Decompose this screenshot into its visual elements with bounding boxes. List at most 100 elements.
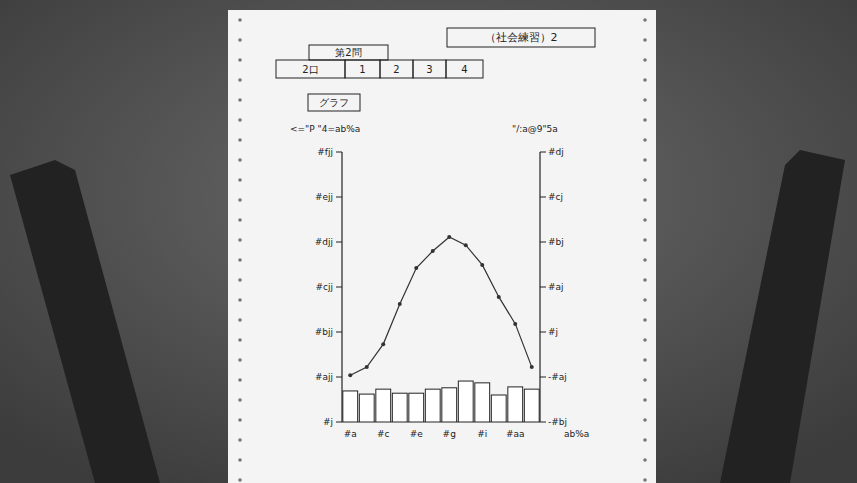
sprocket-hole [238, 198, 242, 202]
header-text: 3 [426, 64, 432, 75]
header-text: 4 [461, 64, 467, 75]
sprocket-hole [643, 78, 647, 82]
sprocket-hole [643, 458, 647, 462]
sprocket-hole [643, 358, 647, 362]
y2-tick [540, 287, 546, 288]
bar [508, 387, 523, 422]
sprocket-hole [643, 278, 647, 282]
y2-tick-label: -#bj [548, 417, 567, 427]
header-box [345, 60, 380, 78]
sprocket-hole [643, 138, 647, 142]
y-tick [336, 332, 342, 333]
y-tick-label: #cjj [316, 282, 334, 292]
page: （社会練習）2第2問2口1234グラフ#j#ajj#bjj#cjj#djj#ej… [0, 0, 857, 483]
y2-tick [540, 152, 546, 153]
y-tick [336, 422, 342, 423]
header-text: 1 [359, 64, 365, 75]
y-axis-title: <="P "4=ab%a [290, 124, 360, 134]
marker [464, 243, 468, 247]
y-tick-label: #djj [315, 237, 333, 247]
sprocket-hole [643, 338, 647, 342]
marker [497, 295, 501, 299]
marker [348, 373, 352, 377]
sprocket-hole [238, 418, 242, 422]
bar [442, 388, 457, 422]
x-tick-label: #e [410, 429, 424, 439]
plot-data [343, 235, 539, 422]
sprocket-hole [238, 278, 242, 282]
x-axis-title: ab%a [564, 429, 589, 439]
sprocket-hole [643, 38, 647, 42]
x-tick-label: #aa [506, 429, 525, 439]
bar [343, 391, 358, 422]
sprocket-hole [643, 218, 647, 222]
sprocket-hole [643, 118, 647, 122]
sprocket-hole [643, 298, 647, 302]
sprocket-hole [238, 18, 242, 22]
header-box [446, 60, 483, 78]
bar [475, 383, 490, 422]
sprocket-hole [238, 238, 242, 242]
stand-left [10, 160, 160, 483]
y-tick-label: #ejj [315, 192, 333, 202]
y2-tick [540, 377, 546, 378]
marker [530, 365, 534, 369]
stand-right [720, 150, 845, 483]
sprocket-hole [238, 478, 242, 482]
bar [524, 389, 539, 422]
sprocket-hole [238, 318, 242, 322]
sprocket-hole [643, 158, 647, 162]
bar [458, 381, 473, 422]
sprocket-hole [643, 438, 647, 442]
x-tick-label: #g [443, 429, 456, 439]
sprocket-hole [238, 118, 242, 122]
y2-tick-label: #cj [548, 192, 563, 202]
bar [359, 394, 374, 422]
marker [414, 266, 418, 270]
x-tick-label: #c [377, 429, 390, 439]
sprocket-hole [238, 438, 242, 442]
y2-tick-label: #bj [548, 237, 564, 247]
marker [513, 322, 517, 326]
y2-axis-title: "/:a@9"5a [512, 124, 558, 134]
bar [376, 389, 391, 422]
sprocket-hole [643, 58, 647, 62]
y-tick [336, 242, 342, 243]
bar [425, 389, 440, 422]
sprocket-hole [238, 398, 242, 402]
y-tick-label: #fjj [317, 147, 333, 157]
marker [398, 302, 402, 306]
header-box [413, 60, 446, 78]
y-tick [336, 287, 342, 288]
y-tick-label: #bjj [315, 327, 333, 337]
sprocket-hole [643, 258, 647, 262]
y2-tick [540, 242, 546, 243]
bar [409, 393, 424, 422]
marker [447, 235, 451, 239]
header-text: グラフ [319, 97, 349, 108]
sprocket-hole [238, 138, 242, 142]
sprocket-hole [238, 358, 242, 362]
y2-tick-label: #aj [548, 282, 564, 292]
sprocket-hole [643, 398, 647, 402]
y-tick-label: #j [323, 417, 333, 427]
y2-tick [540, 332, 546, 333]
marker [365, 365, 369, 369]
y-tick-label: #ajj [315, 372, 333, 382]
header-box [380, 60, 413, 78]
y-tick [336, 197, 342, 198]
y2-tick-label: #j [548, 327, 558, 337]
sprocket-hole [643, 238, 647, 242]
x-tick-label: #i [477, 429, 487, 439]
sprocket-hole [643, 318, 647, 322]
sprocket-hole [238, 158, 242, 162]
sprocket-hole [238, 258, 242, 262]
header-text: （社会練習）2 [485, 31, 558, 44]
y2-tick [540, 422, 546, 423]
sprocket-hole [238, 218, 242, 222]
sprocket-hole [238, 338, 242, 342]
sprocket-hole [643, 18, 647, 22]
sprocket-hole [238, 38, 242, 42]
bar [491, 395, 506, 422]
marker [381, 342, 385, 346]
